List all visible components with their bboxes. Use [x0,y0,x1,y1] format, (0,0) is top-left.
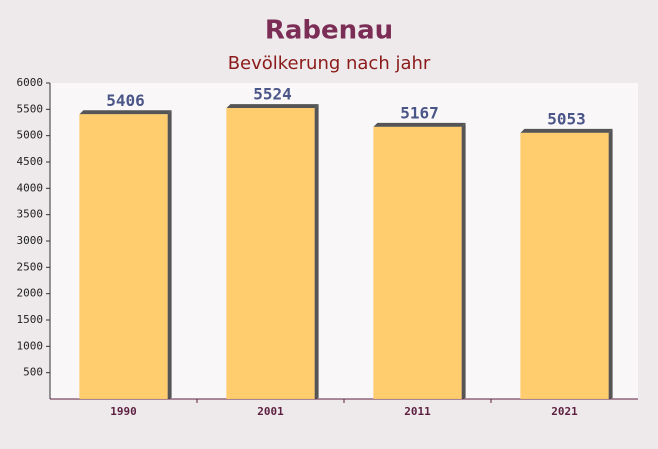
y-tick-label: 4000 [17,181,44,194]
y-tick-label: 2500 [17,260,44,273]
value-label: 5167 [400,103,439,122]
bar-side [314,104,319,399]
x-tick-label: 1990 [110,405,137,418]
y-tick-label: 1000 [17,339,44,352]
value-label: 5406 [106,91,145,110]
y-tick-label: 2000 [17,287,44,300]
y-tick-label: 3500 [17,208,44,221]
bar-side [167,110,172,399]
chart-title: Rabenau [265,16,393,46]
y-tick-label: 4500 [17,155,44,168]
y-tick-label: 500 [23,366,43,379]
bar-top [373,122,466,127]
bar-side [608,128,613,399]
value-label: 5524 [253,85,292,104]
y-tick-label: 3000 [17,234,44,247]
y-tick-label: 5000 [17,129,44,142]
bar [520,132,609,399]
bar [79,114,168,399]
bar [226,108,315,399]
value-label: 5053 [547,109,586,128]
bar-side [461,122,466,399]
x-tick-label: 2011 [404,405,431,418]
y-tick-label: 1500 [17,313,44,326]
x-tick-label: 2001 [257,405,284,418]
y-tick-label: 5500 [17,102,44,115]
bar-top [520,128,613,133]
bar-top [226,104,319,109]
bar-top [79,110,172,115]
x-tick-label: 2021 [551,405,578,418]
bar [373,126,462,399]
chart-subtitle: Bevölkerung nach jahr [228,53,431,74]
y-tick-label: 6000 [17,76,44,89]
